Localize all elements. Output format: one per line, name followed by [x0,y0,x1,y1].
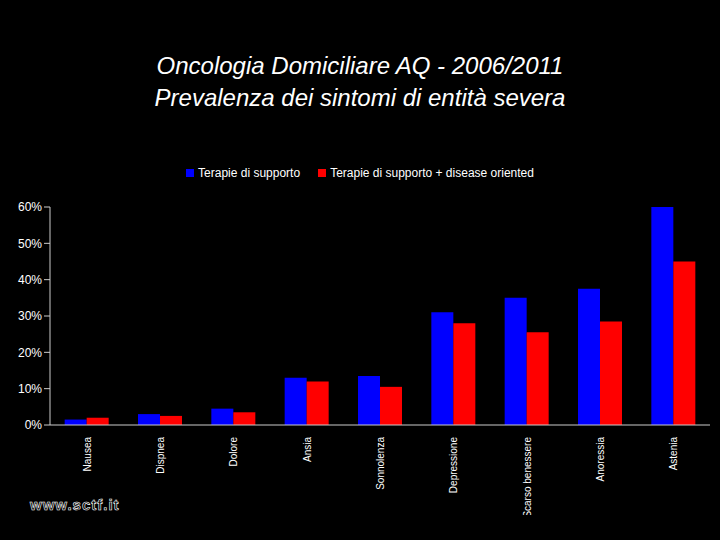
svg-text:Dolore: Dolore [228,437,239,467]
svg-text:Nausea: Nausea [82,437,93,472]
svg-text:0%: 0% [25,418,43,432]
svg-text:Anoressia: Anoressia [595,437,606,482]
svg-text:30%: 30% [18,309,42,323]
html-text:www.sctf.it: www.sctf.it [30,496,120,513]
html-text:Terapie di supporto + disease: Terapie di supporto + disease oriented [330,166,534,180]
svg-text:40%: 40% [18,273,42,287]
html-text:Terapie di supporto: Terapie di supporto [198,166,301,180]
svg-text:Sonnolenza: Sonnolenza [375,437,386,490]
svg-text:Astenia: Astenia [668,437,679,471]
svg-text:10%: 10% [18,382,42,396]
html-text:Oncologia Domiciliare AQ - 200: Oncologia Domiciliare AQ - 2006/2011 [156,52,564,79]
svg-text:60%: 60% [18,200,42,214]
svg-text:Dispnea: Dispnea [155,437,166,474]
html-text:Prevalenza dei sintomi di enti: Prevalenza dei sintomi di entità severa [154,84,566,111]
svg-text:50%: 50% [18,237,42,251]
svg-text:20%: 20% [18,346,42,360]
svg-text:Depressione: Depressione [448,437,459,494]
svg-text:Scarso benessere: Scarso benessere [522,437,533,515]
svg-text:Ansia: Ansia [302,437,313,462]
